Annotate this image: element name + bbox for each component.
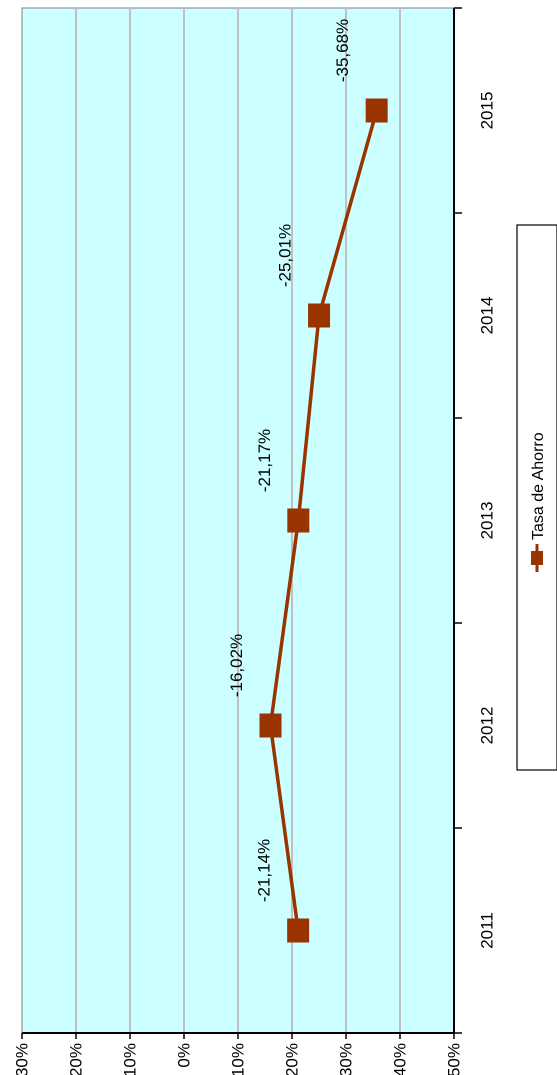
x-tick-label: 2011 <box>478 912 497 949</box>
data-point <box>308 303 331 328</box>
y-tick-label: 0% <box>175 1043 194 1068</box>
y-tick-label: -20% <box>283 1043 302 1075</box>
data-label: -16,02% <box>227 634 246 697</box>
data-label: -25,01% <box>276 224 295 287</box>
data-label: -21,14% <box>255 839 274 902</box>
y-tick-label: -40% <box>391 1043 410 1075</box>
data-labels: -21,14% -16,02% -21,17% -25,01% -35,68% <box>227 19 352 902</box>
data-label: -35,68% <box>333 19 352 82</box>
legend-box <box>516 224 557 771</box>
data-point <box>365 98 388 123</box>
y-axis-ticks: 30% 20% 10% 0% -10% -20% -30% -40% -50% <box>13 1033 464 1075</box>
x-axis-ticks: 2011 2012 2013 2014 2015 <box>454 7 497 1034</box>
x-tick-label: 2013 <box>478 502 497 540</box>
y-tick-label: 10% <box>121 1043 140 1075</box>
legend: Tasa de Ahorro <box>516 224 557 771</box>
data-label: -21,17% <box>255 429 274 492</box>
legend-marker <box>531 551 543 565</box>
x-tick-label: 2014 <box>478 297 497 335</box>
x-tick-label: 2015 <box>478 92 497 130</box>
y-tick-label: 20% <box>67 1043 86 1075</box>
data-point <box>259 713 282 738</box>
y-tick-label: 30% <box>13 1043 32 1075</box>
y-tick-label: -10% <box>229 1043 248 1075</box>
x-tick-label: 2012 <box>478 707 497 745</box>
legend-label: Tasa de Ahorro <box>530 432 547 540</box>
data-point <box>287 508 310 533</box>
y-tick-label: -30% <box>337 1043 356 1075</box>
data-point <box>287 918 310 943</box>
series-layer <box>259 98 388 943</box>
y-tick-label: -50% <box>445 1043 464 1075</box>
